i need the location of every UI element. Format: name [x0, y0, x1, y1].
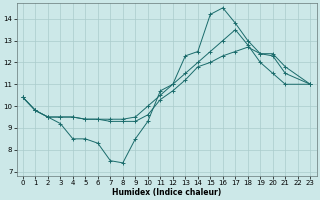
X-axis label: Humidex (Indice chaleur): Humidex (Indice chaleur): [112, 188, 221, 197]
